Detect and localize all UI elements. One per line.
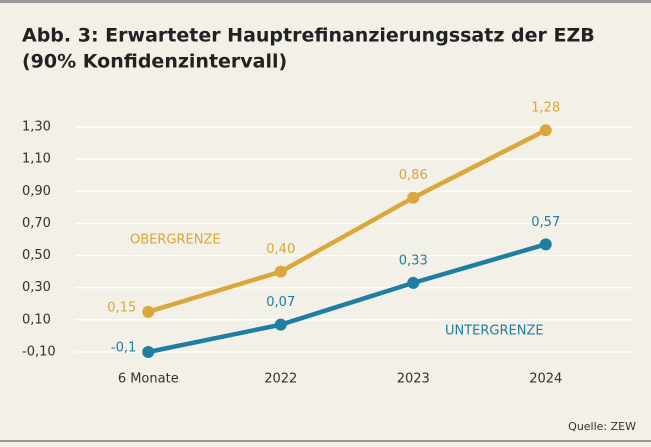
data-point (142, 346, 155, 358)
y-tick-label: 1,30 (22, 120, 51, 135)
y-tick-label: -0,10 (22, 345, 56, 360)
data-point (539, 124, 552, 137)
data-label: 0,15 (107, 300, 136, 315)
data-label: -0,1 (111, 341, 136, 356)
data-point (274, 318, 287, 331)
chart-subtitle: (90% Konfidenzintervall) (22, 51, 287, 73)
chart-title: Abb. 3: Erwarteter Hauptrefinanzierungss… (22, 25, 595, 47)
x-tick-label: 2023 (397, 372, 430, 387)
data-label: 0,40 (266, 242, 295, 257)
series-line (147, 242, 547, 355)
data-point (407, 191, 420, 204)
x-tick-label: 2024 (529, 372, 562, 387)
y-tick-label: 0,50 (22, 248, 51, 263)
y-tick-label: 0,10 (22, 312, 51, 327)
x-tick-label: 2022 (264, 372, 297, 387)
data-label: 0,57 (531, 215, 560, 230)
data-label: 0,07 (266, 295, 295, 310)
data-label: 0,33 (399, 253, 428, 268)
data-label: 1,28 (531, 101, 560, 116)
series-line (147, 128, 547, 314)
data-label: 0,86 (399, 168, 428, 183)
source: Quelle: ZEW (568, 420, 636, 433)
y-tick-label: 0,30 (22, 280, 51, 295)
data-point (274, 265, 287, 278)
data-point (539, 238, 552, 251)
data-point (142, 305, 155, 318)
series-label: UNTERGRENZE (445, 324, 544, 339)
y-tick-label: 1,10 (22, 152, 51, 167)
y-tick-label: 0,90 (22, 184, 51, 199)
x-tick-label: 6 Monate (118, 372, 179, 387)
series-label: OBERGRENZE (130, 233, 221, 248)
y-tick-label: 0,70 (22, 216, 51, 231)
data-point (407, 276, 420, 289)
